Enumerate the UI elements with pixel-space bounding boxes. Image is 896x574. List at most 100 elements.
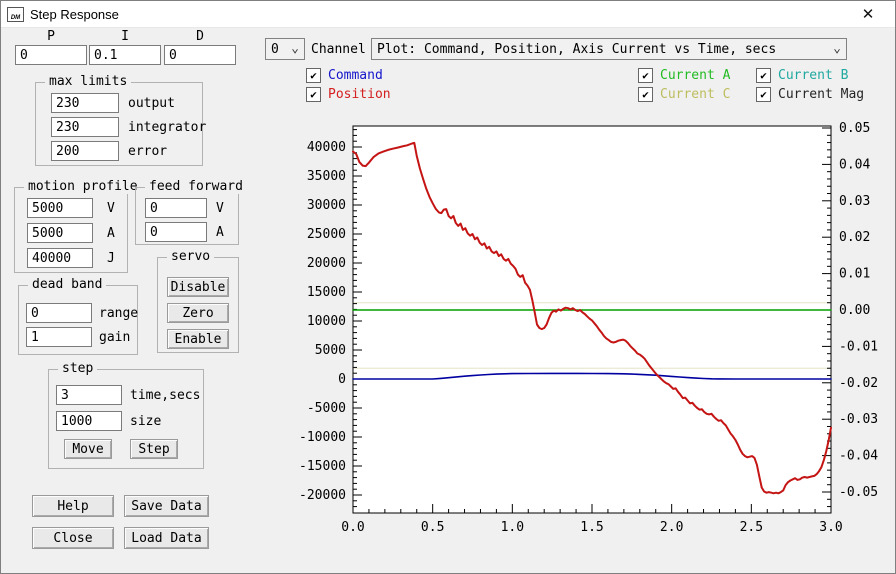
servo-enable-button[interactable]: Enable <box>167 329 229 349</box>
chevron-down-icon: ⌄ <box>827 45 841 53</box>
load-data-button[interactable]: Load Data <box>124 527 209 549</box>
max-output-label: output <box>128 96 175 111</box>
current-a-label: Current A <box>660 68 730 83</box>
current-a-checkbox[interactable]: ✔ <box>638 68 653 83</box>
svg-text:40000: 40000 <box>307 140 346 155</box>
plot-select[interactable]: Plot: Command, Position, Axis Current vs… <box>371 38 847 60</box>
svg-text:3.0: 3.0 <box>819 520 842 535</box>
svg-text:1.5: 1.5 <box>580 520 603 535</box>
dead-band-range-label: range <box>99 306 138 321</box>
title-bar: DM Step Response ✕ <box>1 1 895 28</box>
dead-band-gain-input[interactable] <box>26 327 92 347</box>
dead-band-caption: dead band <box>28 277 106 292</box>
svg-text:-0.01: -0.01 <box>839 339 878 354</box>
svg-text:0.5: 0.5 <box>421 520 444 535</box>
ff-a-input[interactable] <box>145 222 207 242</box>
servo-caption: servo <box>167 249 214 264</box>
svg-text:0.05: 0.05 <box>839 121 870 136</box>
svg-text:-0.02: -0.02 <box>839 376 878 391</box>
current-b-checkbox[interactable]: ✔ <box>756 68 771 83</box>
svg-text:-20000: -20000 <box>299 488 346 503</box>
command-checkbox[interactable]: ✔ <box>306 68 321 83</box>
svg-text:10000: 10000 <box>307 314 346 329</box>
step-button[interactable]: Step <box>130 439 178 459</box>
d-label: D <box>164 29 236 44</box>
p-input[interactable] <box>15 45 87 65</box>
svg-text:25000: 25000 <box>307 227 346 242</box>
save-data-button[interactable]: Save Data <box>124 495 209 517</box>
motion-v-input[interactable] <box>27 198 93 218</box>
max-integrator-label: integrator <box>128 120 206 135</box>
svg-text:0.01: 0.01 <box>839 267 870 282</box>
svg-text:-0.03: -0.03 <box>839 412 878 427</box>
chevron-down-icon: ⌄ <box>285 45 299 53</box>
svg-text:2.5: 2.5 <box>740 520 763 535</box>
d-input[interactable] <box>164 45 236 65</box>
help-button[interactable]: Help <box>32 495 114 517</box>
i-input[interactable] <box>89 45 161 65</box>
motion-j-input[interactable] <box>27 248 93 268</box>
svg-text:0.03: 0.03 <box>839 194 870 209</box>
ff-a-label: A <box>216 225 224 240</box>
step-time-label: time,secs <box>130 388 200 403</box>
step-time-input[interactable] <box>56 385 122 405</box>
svg-text:1.0: 1.0 <box>501 520 524 535</box>
svg-text:0: 0 <box>338 372 346 387</box>
current-b-checkbox-row: ✔ Current B <box>756 68 848 83</box>
motion-profile-caption: motion profile <box>24 179 142 194</box>
current-a-checkbox-row: ✔ Current A <box>638 68 730 83</box>
step-size-label: size <box>130 414 161 429</box>
feed-forward-caption: feed forward <box>145 179 247 194</box>
servo-disable-button[interactable]: Disable <box>167 277 229 297</box>
plot-select-value: Plot: Command, Position, Axis Current vs… <box>377 42 776 57</box>
step-response-window: DM Step Response ✕ P I D 0 ⌄ Channel Plo… <box>0 0 896 574</box>
window-title: Step Response <box>30 7 119 22</box>
move-button[interactable]: Move <box>64 439 112 459</box>
svg-text:0.02: 0.02 <box>839 230 870 245</box>
svg-text:15000: 15000 <box>307 285 346 300</box>
max-output-input[interactable] <box>51 93 119 113</box>
svg-text:-0.04: -0.04 <box>839 449 878 464</box>
motion-a-label: A <box>107 226 115 241</box>
position-checkbox-row: ✔ Position <box>306 87 391 102</box>
dead-band-range-input[interactable] <box>26 303 92 323</box>
motion-j-label: J <box>107 251 115 266</box>
ff-v-label: V <box>216 201 224 216</box>
current-mag-checkbox-row: ✔ Current Mag <box>756 87 864 102</box>
svg-text:0.0: 0.0 <box>341 520 364 535</box>
step-caption: step <box>58 361 97 376</box>
command-checkbox-row: ✔ Command <box>306 68 383 83</box>
step-response-chart: -20000-15000-10000-500005000100001500020… <box>289 109 893 561</box>
svg-text:-15000: -15000 <box>299 459 346 474</box>
svg-text:5000: 5000 <box>315 343 346 358</box>
current-mag-label: Current Mag <box>778 87 864 102</box>
svg-text:30000: 30000 <box>307 198 346 213</box>
close-button[interactable]: Close <box>32 527 114 549</box>
p-label: P <box>15 29 87 44</box>
svg-text:35000: 35000 <box>307 169 346 184</box>
max-error-label: error <box>128 144 167 159</box>
close-icon[interactable]: ✕ <box>847 5 889 23</box>
max-error-input[interactable] <box>51 141 119 161</box>
channel-select[interactable]: 0 ⌄ <box>265 38 305 60</box>
current-c-label: Current C <box>660 87 730 102</box>
i-label: I <box>89 29 161 44</box>
ff-v-input[interactable] <box>145 198 207 218</box>
command-label: Command <box>328 68 383 83</box>
step-size-input[interactable] <box>56 411 122 431</box>
channel-value: 0 <box>271 42 279 57</box>
app-icon: DM <box>7 7 24 22</box>
position-label: Position <box>328 87 391 102</box>
motion-v-label: V <box>107 201 115 216</box>
current-c-checkbox-row: ✔ Current C <box>638 87 730 102</box>
max-integrator-input[interactable] <box>51 117 119 137</box>
motion-a-input[interactable] <box>27 223 93 243</box>
current-c-checkbox[interactable]: ✔ <box>638 87 653 102</box>
svg-text:0.00: 0.00 <box>839 303 870 318</box>
servo-zero-button[interactable]: Zero <box>167 303 229 323</box>
svg-text:20000: 20000 <box>307 256 346 271</box>
current-mag-checkbox[interactable]: ✔ <box>756 87 771 102</box>
position-checkbox[interactable]: ✔ <box>306 87 321 102</box>
svg-text:-5000: -5000 <box>307 401 346 416</box>
channel-label: Channel <box>311 42 366 57</box>
